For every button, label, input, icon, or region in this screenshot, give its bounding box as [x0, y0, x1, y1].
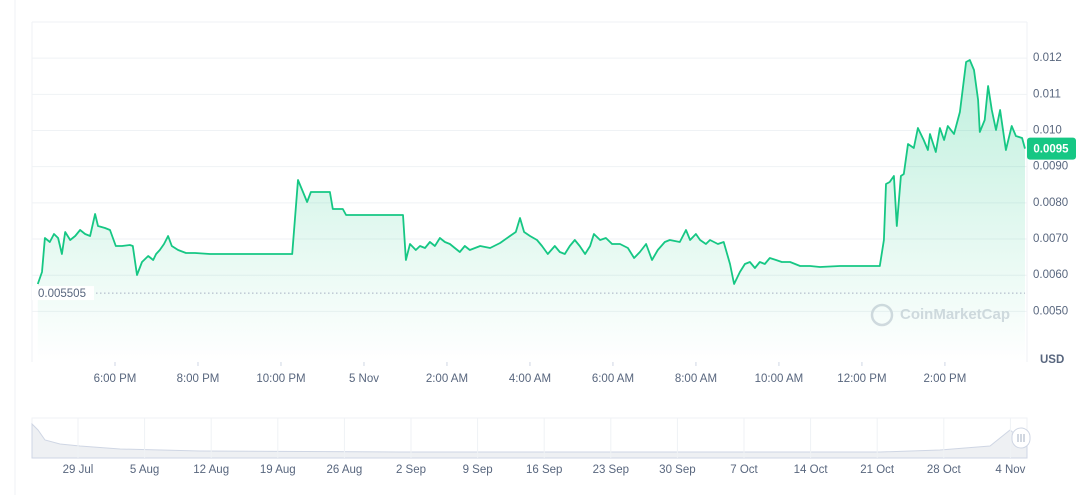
navigator-label: 7 Oct	[730, 464, 758, 476]
x-tick-label: 12:00 PM	[837, 373, 886, 385]
navigator-label: 5 Aug	[130, 464, 159, 476]
y-tick-label: 0.0060	[1033, 269, 1068, 281]
y-axis-label: USD	[1040, 354, 1064, 366]
navigator-label: 29 Jul	[63, 464, 94, 476]
y-tick-label: 0.011	[1033, 88, 1061, 100]
x-tick-label: 6:00 PM	[94, 373, 137, 385]
y-tick-label: 0.0050	[1033, 305, 1068, 317]
x-tick-label: 4:00 AM	[509, 373, 551, 385]
navigator-label: 9 Sep	[463, 464, 493, 476]
last-price-tag	[1027, 137, 1076, 160]
x-tick-label: 2:00 PM	[923, 373, 966, 385]
last-price-label: 0.0095	[1033, 144, 1069, 156]
x-tick-label: 10:00 AM	[755, 373, 804, 385]
x-tick-label: 8:00 PM	[177, 373, 220, 385]
navigator-label: 30 Sep	[659, 464, 695, 476]
price-line	[36, 59, 1026, 285]
y-tick-label: 0.0090	[1033, 161, 1068, 173]
navigator-label: 2 Sep	[396, 464, 426, 476]
navigator-label: 21 Oct	[860, 464, 895, 476]
low-label: 0.005505	[38, 288, 86, 300]
x-tick-label: 10:00 PM	[256, 373, 305, 385]
y-tick-label: 0.0080	[1033, 197, 1068, 209]
low-label-bg	[32, 286, 94, 301]
navigator-label: 4 Nov	[995, 464, 1025, 476]
navigator-label: 23 Sep	[593, 464, 629, 476]
x-tick-label: 2:00 AM	[426, 373, 468, 385]
navigator-label: 12 Aug	[193, 464, 229, 476]
navigator-label: 14 Oct	[794, 464, 829, 476]
navigator-label: 28 Oct	[927, 464, 962, 476]
x-tick-label: 6:00 AM	[592, 373, 634, 385]
price-area	[37, 60, 1026, 362]
navigator-label: 16 Sep	[526, 464, 562, 476]
y-tick-label: 0.0070	[1033, 233, 1068, 245]
y-tick-label: 0.012	[1033, 52, 1062, 64]
y-tick-label: 0.010	[1033, 125, 1062, 137]
x-tick-label: 8:00 AM	[675, 373, 717, 385]
navigator-label: 19 Aug	[260, 464, 296, 476]
navigator: 29 Jul 5 Aug 12 Aug 19 Aug 26 Aug 2 Sep 9 Sep 1…	[31, 417, 1031, 476]
x-tick-label: 5 Nov	[349, 373, 379, 385]
navigator-label: 26 Aug	[326, 464, 362, 476]
